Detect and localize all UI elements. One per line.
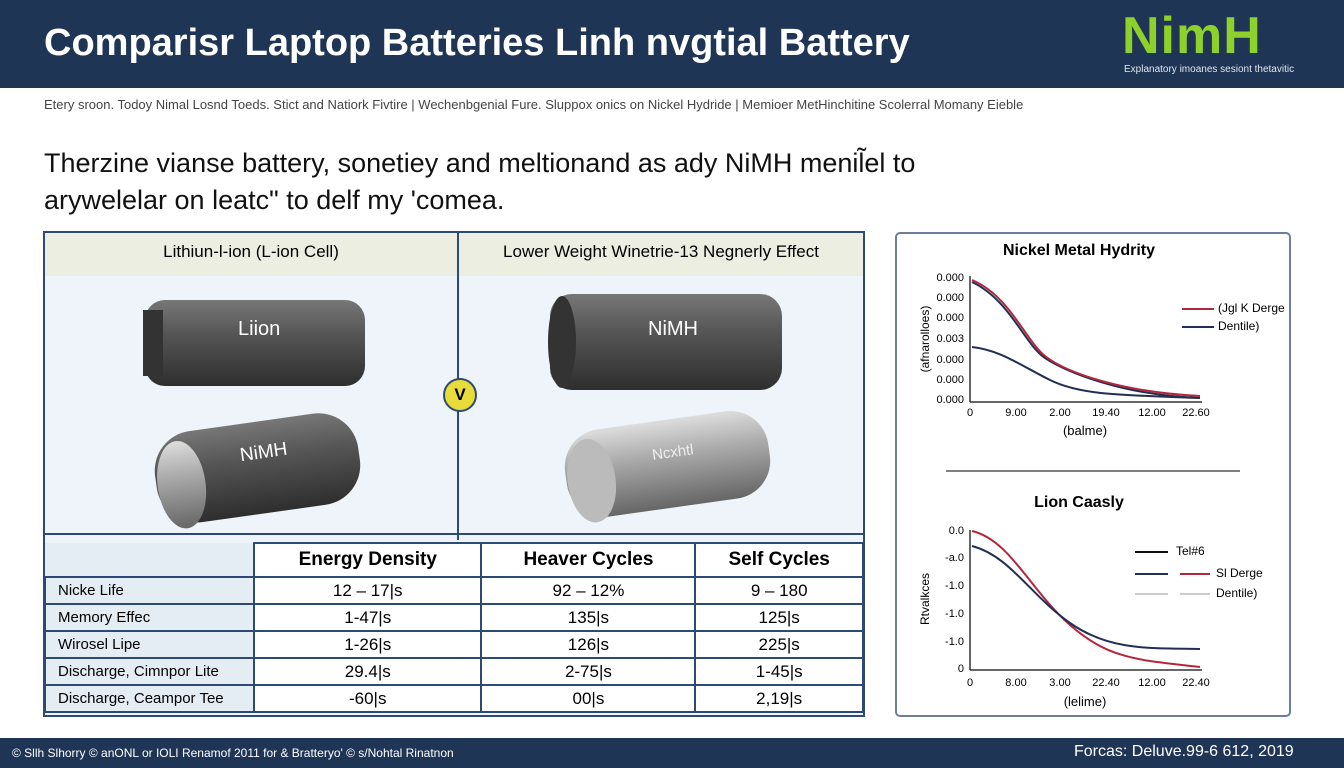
x-tick-label: 22.40	[1182, 677, 1210, 689]
y-tick-label: 0.003	[936, 333, 964, 345]
chart-title: Nickel Metal Hydrity	[1002, 242, 1156, 259]
cell: 135|s	[480, 603, 697, 632]
cell: 2-75|s	[480, 657, 697, 686]
legend-label: Sl Derge	[1216, 566, 1263, 580]
cell: 2,19|s	[694, 684, 864, 713]
x-tick-label: 19.40	[1092, 407, 1120, 419]
cell: 9 – 180	[694, 576, 864, 605]
y-tick-label: 0.000	[936, 374, 964, 386]
cell: 1-26|s	[252, 630, 483, 659]
battery-label: NiMH	[648, 318, 698, 340]
header-bar	[0, 0, 1344, 88]
y-tick-label: -1.0	[945, 608, 964, 620]
corner-cell	[45, 543, 255, 578]
x-tick-label: 12.00	[1138, 407, 1166, 419]
cell: 00|s	[480, 684, 697, 713]
x-axis-label: (balme)	[1062, 423, 1108, 438]
row-label: Discharge, Ceampor Tee	[44, 684, 255, 713]
header-cell: Heaver Cycles	[480, 542, 697, 578]
legend-label: (Jgl K Derge	[1218, 301, 1285, 315]
cell: -60|s	[252, 684, 483, 713]
x-tick-label: 0	[966, 407, 974, 419]
legend-label: Dentile)	[1218, 319, 1260, 333]
table-row: Nicke Life 12 – 17|s 92 – 12% 9 – 180	[44, 576, 864, 605]
comparison-table: Energy Density Heaver Cycles Self Cycles Ni…	[44, 542, 864, 713]
y-tick-label: 0	[957, 663, 964, 675]
battery-label: Liion	[238, 318, 281, 340]
column-header: Lithiun-l-ion (L-ion Cell)	[163, 242, 339, 261]
chart-title: Lion Caasly	[1034, 494, 1124, 511]
cell: 225|s	[694, 630, 864, 659]
x-tick-label: 22.60	[1182, 407, 1210, 419]
y-tick-label: -a.0	[945, 552, 964, 564]
y-axis-label: Rtvalkces	[918, 573, 932, 626]
title: Comparisr Laptop Batteries Linh nvgtial …	[44, 22, 910, 64]
cell: 12 – 17|s	[252, 576, 483, 605]
table-row: Discharge, Cimnpor Lite 29.4|s 2-75|s 1-45|…	[44, 657, 864, 686]
row-label: Memory Effec	[44, 603, 255, 632]
cell: 29.4|s	[252, 657, 483, 686]
x-tick-label: 9.00	[1005, 407, 1027, 419]
x-tick-label: 8.00	[1005, 677, 1027, 689]
header-cell: Energy Density	[252, 542, 483, 578]
cell: 1-47|s	[252, 603, 483, 632]
row-label: Discharge, Cimnpor Lite	[44, 657, 255, 686]
y-tick-label: 0.000	[936, 272, 964, 284]
row-label: Wirosel Lipe	[44, 630, 255, 659]
x-tick-label: 3.00	[1049, 677, 1071, 689]
x-tick-label: 2.00	[1049, 407, 1071, 419]
footer-right: Forcas: Deluve.99-6 612, 2019	[1074, 743, 1294, 760]
y-tick-label: -1.0	[945, 580, 964, 592]
intro-line: arywelelar on leatc" to delf my 'comea.	[44, 185, 505, 215]
logo-caption: Explanatory imoanes sesiont thetavitic	[1124, 64, 1295, 75]
y-tick-label: 0.0	[948, 525, 964, 537]
legend-label: Tel#6	[1176, 544, 1205, 558]
footer-bar	[0, 738, 1344, 768]
header-cell: Self Cycles	[694, 542, 864, 578]
x-tick-label: 0	[966, 677, 974, 689]
table-row: Discharge, Ceampor Tee -60|s 00|s 2,19|s	[44, 684, 864, 713]
x-tick-label: 12.00	[1138, 677, 1166, 689]
y-tick-label: 0.000	[936, 292, 964, 304]
subtitle: Etery sroon. Todoy Nimal Losnd Toeds. St…	[44, 97, 1024, 112]
y-tick-label: 0.000	[936, 312, 964, 324]
intro-line: Therzine vianse battery, sonetiey and me…	[44, 148, 916, 178]
legend-label: Dentile)	[1216, 586, 1258, 600]
x-axis-label: (lelime)	[1063, 694, 1107, 709]
cell: 125|s	[694, 603, 864, 632]
y-axis-label: (afnarolloes)	[918, 305, 932, 373]
cell: 1-45|s	[694, 657, 864, 686]
table-row: Memory Effec 1-47|s 135|s 125|s	[44, 603, 864, 632]
y-tick-label: 0.000	[936, 354, 964, 366]
y-tick-label: -1.0	[945, 636, 964, 648]
versus: V	[454, 385, 466, 404]
cell: 126|s	[480, 630, 697, 659]
cell: 92 – 12%	[480, 576, 697, 605]
header-row: Energy Density Heaver Cycles Self Cycles	[45, 542, 864, 578]
footer-left: © Sllh Slhorry © anONL or IOLI Renamof 2…	[12, 746, 454, 760]
table-row: Wirosel Lipe 1-26|s 126|s 225|s	[44, 630, 864, 659]
logo: NimH	[1122, 7, 1262, 65]
column-header: Lower Weight Winetrie-13 Negnerly Effect	[503, 242, 819, 261]
row-label: Nicke Life	[44, 576, 255, 605]
x-tick-label: 22.40	[1092, 677, 1120, 689]
y-tick-label: 0.000	[936, 394, 964, 406]
